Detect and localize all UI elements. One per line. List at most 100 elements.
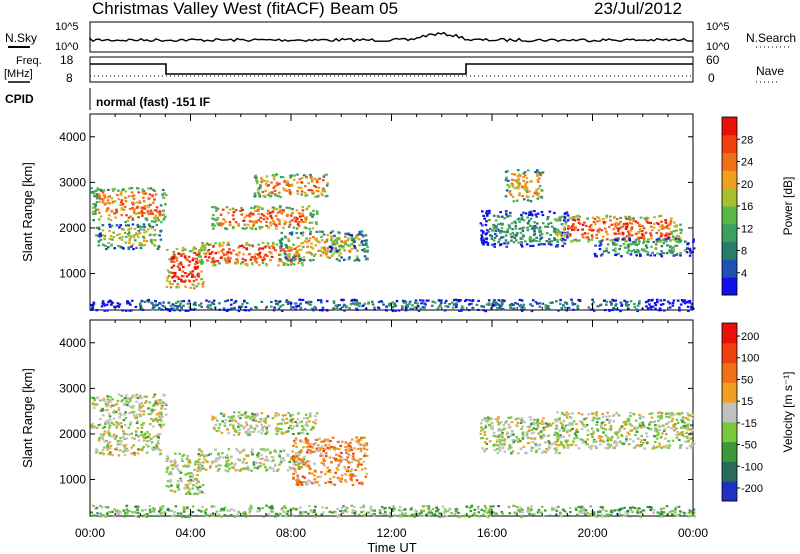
echo-region [165,452,206,496]
colorbar-swatch [722,188,737,207]
y-axis-label: Slant Range [km] [20,368,35,468]
y-tick-label: 4000 [59,130,86,144]
cpid-value: normal (fast) -151 IF [96,95,210,109]
colorbar-tick-label: -100 [741,461,763,473]
echo-region [95,223,163,251]
freq-tick-top: 18 [60,53,74,67]
colorbar-swatch [722,342,737,364]
freq-label-1: Freq. [16,55,42,67]
x-tick-label: 08:00 [276,526,306,540]
colorbar-label: Power [dB] [781,177,795,236]
nsky-tick-top: 10^5 [55,21,79,33]
nsky-tick-bottom: 10^0 [55,41,79,53]
y-tick-label: 1000 [59,267,86,281]
y-tick-label: 2000 [59,427,86,441]
echo-region [328,232,357,253]
colorbar-swatch [722,117,737,136]
echo-region [90,504,696,519]
y-axis-label: Slant Range [km] [20,162,35,262]
frequency-trace [90,63,693,75]
colorbar-tick-label: 200 [741,331,759,343]
echo-region [195,447,306,473]
colorbar-swatch [722,241,737,260]
nave-tick-top: 60 [706,53,720,67]
colorbar-label: Velocity [m s⁻¹] [781,371,795,452]
colorbar-swatch [722,152,737,171]
nsearch-label: N.Search [746,31,796,45]
echo-region [593,237,696,258]
colorbar-swatch [722,134,737,154]
colorbar-swatch [722,481,737,502]
colorbar-tick-label: 8 [741,246,747,258]
colorbar-swatch [722,362,737,383]
colorbar-tick-label: 24 [741,157,753,169]
y-tick-label: 3000 [59,175,86,189]
x-tick-label: 04:00 [175,526,205,540]
colorbar-swatch [722,323,737,344]
colorbar-tick-label: 100 [741,353,759,365]
colorbar-swatch [722,441,737,462]
echo-region [211,205,319,231]
colorbar-tick-label: 50 [741,374,753,386]
colorbar-tick-label: 12 [741,223,753,235]
colorbar-tick-label: 16 [741,201,753,213]
nsky-label: N.Sky [5,31,37,45]
plot-frame [89,113,694,311]
freq-panel: Freq. [MHz] 18 8 60 0 Nave [4,53,784,85]
x-tick-label: 16:00 [477,526,507,540]
y-tick-label: 4000 [59,336,86,350]
colorbar-tick-label: 4 [741,268,747,280]
colorbar-swatch [722,259,737,278]
cpid-label: CPID [5,92,34,106]
colorbar-swatch [722,421,737,443]
colorbar-swatch [722,402,737,423]
colorbar-swatch [722,223,737,243]
echo-region [291,436,369,487]
echo-region [90,298,695,313]
nsky-trace [89,31,694,43]
echo-region [197,241,305,267]
y-tick-label: 3000 [59,381,86,395]
echo-region [211,411,319,437]
echo-region [253,173,329,199]
velocity-panel: 1000 2000 3000 4000 Slant Range [km] 00:00 04:… [20,319,795,540]
colorbar: 4 8 12 16 20 24 28 Power [dB] [721,116,795,296]
echo-region [555,411,696,450]
x-tick-label: 00:00 [678,526,708,540]
echo-region [95,429,163,457]
x-tick-label: 00:00 [75,526,105,540]
colorbar-swatch [722,382,737,403]
nsearch-tick-top: 10^5 [706,21,730,33]
plot-frame [89,319,694,517]
nsearch-tick-bottom: 10^0 [706,41,730,53]
nsky-panel: N.Sky 10^5 10^0 10^5 10^0 N.Search [5,21,796,53]
freq-label-2: [MHz] [4,68,33,80]
echo-region [90,393,168,430]
y-tick-label: 1000 [59,473,86,487]
echo-region [504,169,545,203]
colorbar-tick-label: 15 [741,396,753,408]
colorbar-tick-label: 28 [741,134,753,146]
x-axis-label: Time UT [367,540,416,554]
power-panel: 1000 2000 3000 4000 Slant Range [km] 4 8 12 16 20… [20,113,795,313]
echo-region [278,230,369,262]
colorbar-swatch [722,277,737,296]
x-tick-label: 12:00 [376,526,406,540]
colorbar-tick-label: 20 [741,179,753,191]
colorbar-tick-label: -50 [741,440,757,452]
freq-tick-bottom: 8 [66,71,73,85]
colorbar: 200 100 50 15 -15 -50 -100 -200 Velocity [m s⁻¹] [721,322,795,502]
x-tick-label: 20:00 [577,526,607,540]
colorbar-swatch [722,461,737,482]
nave-tick-bottom: 0 [708,71,715,85]
colorbar-swatch [722,206,737,225]
colorbar-tick-label: -200 [741,483,763,495]
colorbar-swatch [722,170,737,189]
nave-label: Nave [756,64,784,78]
beam-label: Beam 05 [330,0,398,18]
date-label: 23/Jul/2012 [594,0,682,18]
echo-region [479,416,570,455]
colorbar-tick-label: -15 [741,418,757,430]
echo-region [165,246,205,290]
